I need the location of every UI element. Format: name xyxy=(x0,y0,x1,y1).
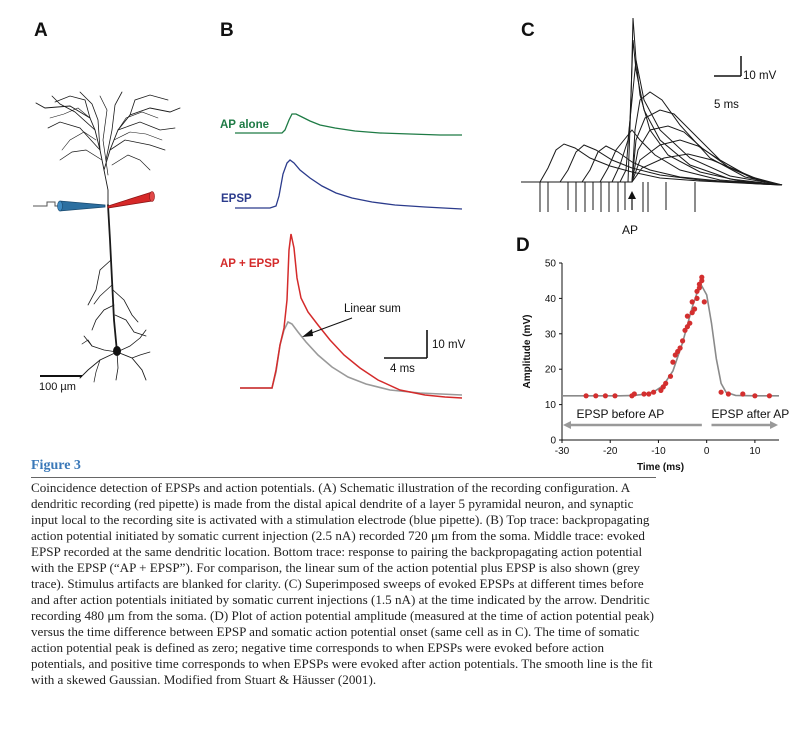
linear-sum-label: Linear sum xyxy=(344,303,401,315)
data-point xyxy=(694,295,700,301)
panel-c-scale-bar xyxy=(714,56,742,77)
panel-c-scale-v: 10 mV xyxy=(743,70,777,82)
linear-sum-arrow-line xyxy=(305,317,353,336)
panel-b-scale-bar xyxy=(384,330,428,359)
panel-b-scale-v: 10 mV xyxy=(432,339,466,351)
y-axis-label: Amplitude (mV) xyxy=(522,315,533,389)
stimulus-artifacts xyxy=(539,182,696,212)
panel-b-letter: B xyxy=(220,20,234,41)
data-point xyxy=(718,389,724,395)
x-tick-label: -20 xyxy=(603,446,618,457)
x-tick-label: 10 xyxy=(749,446,761,457)
y-tick-label: 50 xyxy=(545,259,557,270)
red-pipette-end xyxy=(149,191,155,202)
x-tick-label: -10 xyxy=(651,446,666,457)
blue-pipette-end xyxy=(57,200,63,212)
sweep-group xyxy=(521,17,783,186)
data-point xyxy=(684,313,691,319)
soma-shape xyxy=(113,346,121,356)
data-point xyxy=(766,393,773,399)
ap-alone-label: AP alone xyxy=(220,119,269,131)
ap-epsp-trace xyxy=(240,233,463,399)
annotation-before: EPSP before AP xyxy=(576,407,664,421)
data-point xyxy=(641,391,647,397)
data-point xyxy=(631,391,637,397)
chart-fit-layer xyxy=(562,284,779,397)
data-point xyxy=(692,306,698,312)
data-point xyxy=(670,359,676,365)
annotation-after: EPSP after AP xyxy=(711,407,789,421)
x-axis-label: Time (ms) xyxy=(637,462,684,473)
panel-a-letter: A xyxy=(34,20,48,41)
data-point xyxy=(699,274,705,280)
data-point xyxy=(646,391,652,397)
caption-text: Coincidence detection of EPSPs and actio… xyxy=(31,480,654,687)
ap-alone-trace xyxy=(235,113,462,136)
ap-label: AP xyxy=(622,223,638,237)
data-point xyxy=(667,373,674,379)
y-tick-label: 40 xyxy=(545,294,557,305)
ap-arrowhead xyxy=(628,191,636,199)
panel-b-scale-t: 4 ms xyxy=(390,363,415,375)
before-arrowhead xyxy=(562,421,571,429)
y-tick-label: 20 xyxy=(545,365,557,376)
x-tick-label: 0 xyxy=(704,446,710,457)
data-point xyxy=(701,299,707,305)
chart-points-layer xyxy=(583,274,773,399)
neuron-drawing xyxy=(35,91,181,383)
data-point xyxy=(602,393,609,399)
panel-d-letter: D xyxy=(516,235,530,256)
data-point xyxy=(583,393,589,399)
data-point xyxy=(612,393,618,399)
data-point xyxy=(725,391,732,397)
ap-epsp-label: AP + EPSP xyxy=(220,258,280,270)
data-point xyxy=(687,320,693,326)
data-point xyxy=(740,391,746,397)
stimulation-waveform xyxy=(33,201,62,207)
figure-caption: Figure 3 Coincidence detection of EPSPs … xyxy=(31,458,656,688)
chart-annotations: EPSP before AP EPSP after AP xyxy=(562,407,789,429)
chart-axes: 0 10 20 30 40 50 -30 -20 -10 0 10 Time (ms) Amplitud… xyxy=(522,259,779,473)
data-point xyxy=(689,299,695,305)
data-point xyxy=(696,285,703,291)
panel-c-letter: C xyxy=(521,20,535,41)
y-tick-label: 10 xyxy=(545,400,557,411)
data-point xyxy=(677,345,683,351)
y-tick-label: 0 xyxy=(550,436,556,447)
data-point xyxy=(663,380,669,386)
after-arrowhead xyxy=(770,421,779,429)
data-point xyxy=(680,338,686,344)
panel-a-scale-label: 100 µm xyxy=(39,381,76,393)
panel-c-scale-t: 5 ms xyxy=(714,99,739,111)
fit-line xyxy=(562,284,779,397)
data-point xyxy=(593,393,599,399)
epsp-trace xyxy=(235,159,463,210)
data-point xyxy=(752,393,758,399)
x-tick-label: -30 xyxy=(555,446,570,457)
linear-sum-arrowhead xyxy=(302,329,313,337)
caption-rule xyxy=(31,477,656,478)
figure-title: Figure 3 xyxy=(31,458,81,473)
y-tick-label: 30 xyxy=(545,329,557,340)
data-point xyxy=(651,389,657,395)
epsp-label: EPSP xyxy=(221,193,252,205)
